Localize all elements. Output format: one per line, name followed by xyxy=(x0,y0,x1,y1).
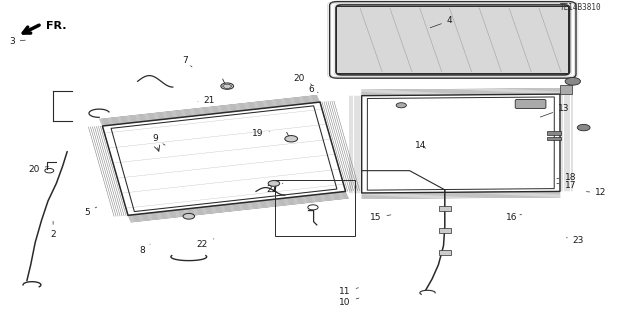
Text: 4: 4 xyxy=(430,16,452,28)
Text: 15: 15 xyxy=(370,213,391,222)
Circle shape xyxy=(396,103,406,108)
Text: 5: 5 xyxy=(84,207,97,217)
Text: 22: 22 xyxy=(196,239,214,249)
Text: TE14B3810: TE14B3810 xyxy=(560,3,602,11)
Text: 14: 14 xyxy=(415,141,427,150)
Text: 8: 8 xyxy=(140,244,150,255)
Text: 22: 22 xyxy=(266,183,283,194)
Bar xyxy=(439,206,451,211)
Text: 3: 3 xyxy=(9,37,26,46)
Bar xyxy=(547,137,561,140)
Bar xyxy=(560,85,572,94)
Bar xyxy=(547,131,561,135)
Bar xyxy=(439,250,451,255)
Text: 16: 16 xyxy=(506,213,522,222)
Text: 2: 2 xyxy=(51,221,56,239)
Text: 13: 13 xyxy=(540,104,570,117)
Text: 20: 20 xyxy=(294,74,312,85)
Text: 19: 19 xyxy=(252,130,269,138)
Circle shape xyxy=(577,124,590,131)
Circle shape xyxy=(285,136,298,142)
Text: 6: 6 xyxy=(309,85,318,94)
Text: 20: 20 xyxy=(28,165,49,174)
Text: 21: 21 xyxy=(198,96,215,105)
Text: 17: 17 xyxy=(557,181,576,189)
Text: 12: 12 xyxy=(586,189,607,197)
Text: FR.: FR. xyxy=(46,20,67,31)
Circle shape xyxy=(565,78,580,85)
FancyBboxPatch shape xyxy=(336,5,570,75)
Text: 18: 18 xyxy=(557,173,576,182)
Text: 7: 7 xyxy=(182,56,192,67)
FancyBboxPatch shape xyxy=(515,100,546,108)
Circle shape xyxy=(221,83,234,89)
Circle shape xyxy=(268,181,280,186)
Text: 10: 10 xyxy=(339,298,359,307)
Circle shape xyxy=(183,213,195,219)
Text: 9: 9 xyxy=(152,134,165,145)
Bar xyxy=(439,228,451,233)
Text: 23: 23 xyxy=(566,236,584,245)
Text: 11: 11 xyxy=(339,287,358,296)
